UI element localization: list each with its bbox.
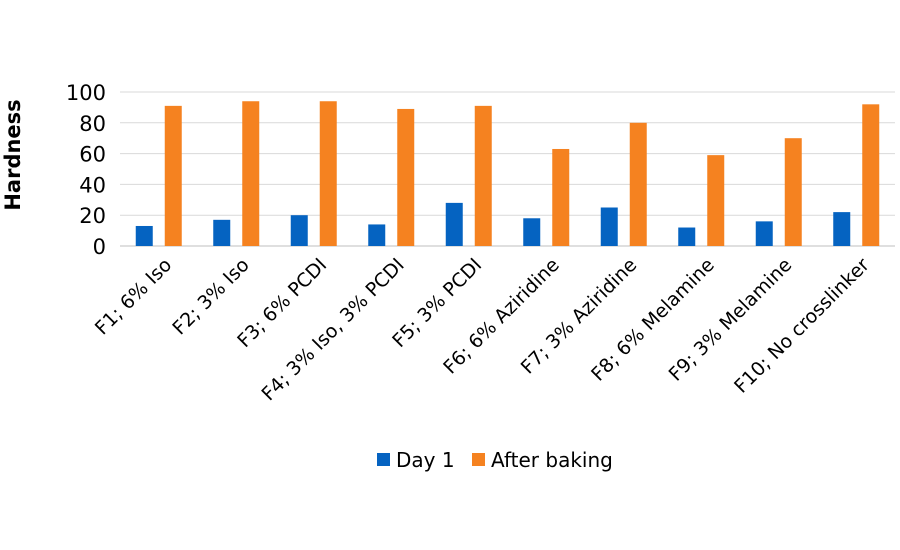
legend-swatch <box>472 453 485 466</box>
bar-day-1 <box>600 207 618 246</box>
y-tick-label: 0 <box>93 235 106 259</box>
bar-after-baking <box>242 101 260 247</box>
y-axis-ticks: 0 20 40 60 80 100 <box>66 81 106 259</box>
bar-day-1 <box>445 202 463 246</box>
y-tick-label: 60 <box>79 143 106 167</box>
legend-label: After baking <box>491 448 613 472</box>
bar-after-baking <box>319 101 337 247</box>
bar-after-baking <box>862 104 880 246</box>
legend: Day 1 After baking <box>377 448 613 472</box>
bar-after-baking <box>164 105 182 246</box>
bar-after-baking <box>784 138 802 246</box>
x-category-label: F1; 6% Iso <box>91 254 176 339</box>
bar-day-1 <box>135 225 153 246</box>
bars <box>135 101 880 247</box>
x-category-label: F4; 3% Iso, 3% PCDI <box>257 254 408 405</box>
gridlines <box>120 91 895 247</box>
legend-label: Day 1 <box>396 448 455 472</box>
bar-day-1 <box>755 221 773 246</box>
x-category-label: F2; 3% Iso <box>168 254 253 339</box>
bar-day-1 <box>368 224 386 246</box>
bar-day-1 <box>290 215 308 246</box>
bar-day-1 <box>678 227 696 246</box>
bar-after-baking <box>397 108 415 246</box>
y-axis-label: Hardness <box>1 99 25 210</box>
bar-after-baking <box>552 148 570 246</box>
bar-day-1 <box>213 219 231 246</box>
bar-after-baking <box>474 105 492 246</box>
y-tick-label: 80 <box>79 112 106 136</box>
bar-after-baking <box>629 122 647 246</box>
y-tick-label: 40 <box>79 173 106 197</box>
y-tick-label: 20 <box>79 204 106 228</box>
x-category-label: F10; No crosslinker <box>730 254 874 398</box>
bar-after-baking <box>707 155 725 246</box>
y-tick-label: 100 <box>66 81 106 105</box>
bar-day-1 <box>523 218 541 246</box>
bar-day-1 <box>833 212 851 246</box>
legend-swatch <box>377 453 390 466</box>
